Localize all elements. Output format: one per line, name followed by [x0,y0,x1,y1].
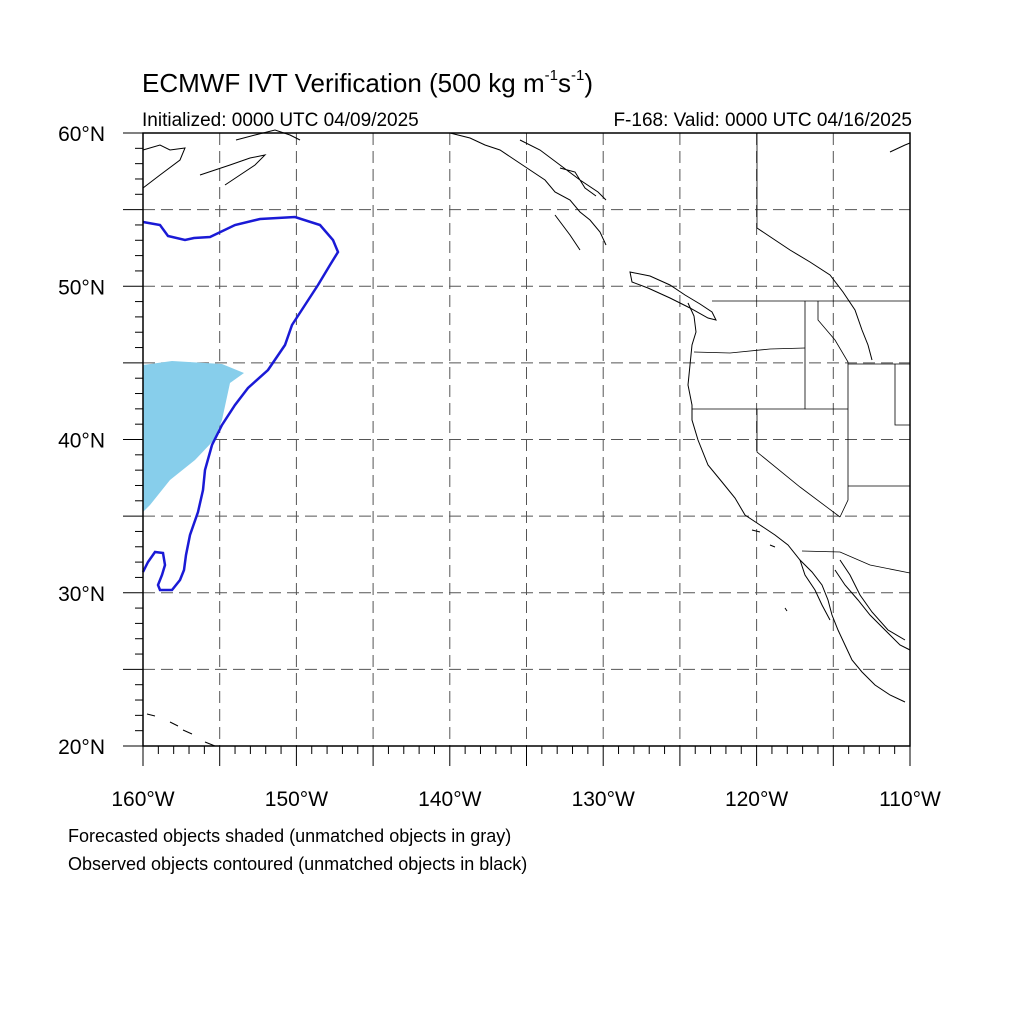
lon-label: 140°W [418,788,481,811]
coastline-bc [519,139,607,251]
forecast-object [143,361,244,512]
lat-label: 50°N [58,276,105,299]
coastline-west-us [687,302,906,703]
coastline-alaska [142,129,607,246]
border-state-id [804,301,849,409]
initialized-label: Initialized: 0000 UTC 04/09/2025 [142,110,419,131]
coastline-baja [799,559,911,651]
lat-label: 20°N [58,736,105,759]
coastline-nw-canada [756,142,911,361]
legend-forecast-note: Forecasted objects shaded (unmatched obj… [68,826,512,846]
lon-label: 120°W [725,788,788,811]
border-state-wa-or [693,347,806,354]
border-state-nv-az [839,409,910,518]
political-borders [692,133,911,574]
border-state-ca-nv [756,409,841,518]
graticule [143,133,910,746]
valid-time-label: F-168: Valid: 0000 UTC 04/16/2025 [613,110,912,131]
border-state-ut-wy [848,363,910,426]
lat-label: 30°N [58,583,105,606]
legend-observed-note: Observed objects contoured (unmatched ob… [68,854,528,874]
lon-label: 130°W [572,788,635,811]
lon-label: 160°W [111,788,174,811]
border-us-mexico [801,550,911,574]
chart-title: ECMWF IVT Verification (500 kg m-1s-1) [142,67,593,98]
lat-label: 40°N [58,430,105,453]
coastline-vancouver-island [629,271,717,321]
coastlines [142,129,911,747]
coastline-gulf-california [839,559,906,641]
coastline-hawaii [146,713,216,747]
lon-label: 150°W [265,788,328,811]
observed-object-contour [141,215,340,592]
coastline-channel-islands [751,529,788,612]
lat-label: 60°N [58,123,105,146]
map-frame [123,132,911,766]
lon-label: 110°W [879,788,941,811]
axis-labels: 60°N 50°N 40°N 30°N 20°N 160°W 150°W 140°W 130°W… [58,123,941,811]
